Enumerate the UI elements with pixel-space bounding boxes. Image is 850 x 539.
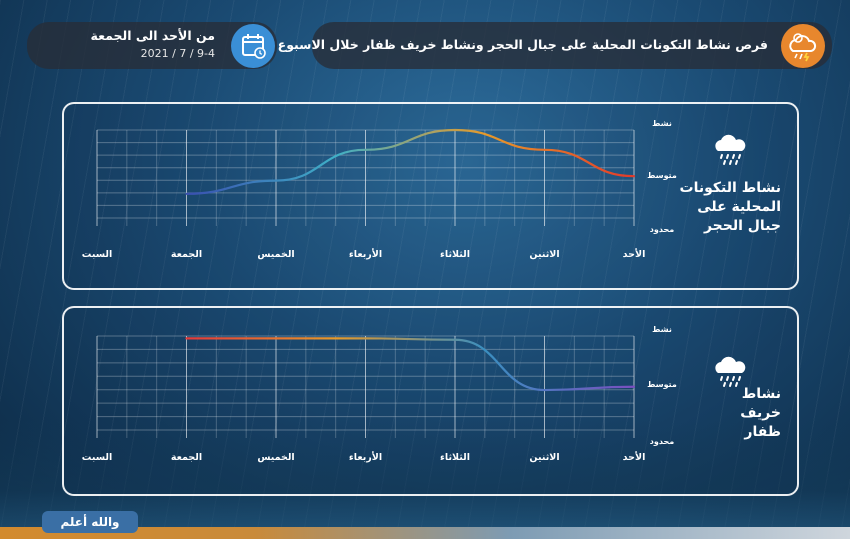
ground-background (0, 419, 850, 539)
title-bar: فرص نشاط التكونات المحلية على جبال الحجر… (233, 22, 832, 69)
x-tick-label: الخميس (257, 452, 294, 463)
x-tick-label: الأربعاء (349, 451, 382, 463)
grid (96, 335, 635, 438)
x-tick-label: السبت (82, 249, 112, 260)
x-tick-label: الجمعة (171, 452, 202, 463)
data-point (633, 175, 635, 177)
date-range-bar: من الأحد الى الجمعة 2021 / 7 / 9-4 (27, 22, 277, 69)
x-tick-label: الثلاثاء (440, 452, 470, 463)
chart-panel-hajar: محدود متوسط نشط السبت الجمعة الخميس الأربعاء ال… (62, 102, 799, 290)
x-tick-label: الأحد (623, 248, 646, 260)
y-level-label: نشط (652, 325, 672, 334)
chart-title-hajar: نشاط التكونات المحلية على جبال الحجر (679, 180, 781, 234)
rain-cloud-icon (715, 134, 746, 165)
data-point (185, 337, 187, 339)
data-point (454, 339, 456, 341)
data-point (364, 149, 366, 151)
y-level-label: متوسط (647, 171, 677, 180)
x-tick-label: الأربعاء (349, 248, 382, 260)
cloud-storm-icon (781, 24, 825, 68)
y-level-label: متوسط (647, 380, 677, 389)
date-label: 2021 / 7 / 9-4 (140, 47, 215, 60)
data-point (275, 337, 277, 339)
data-point (185, 193, 187, 195)
chart-panel-dhofar: محدود متوسط نشط السبت الجمعة الخميس الأربعاء ال… (62, 306, 799, 496)
date-range-label: من الأحد الى الجمعة (90, 28, 216, 43)
hajar-chart: محدود متوسط نشط السبت الجمعة الخميس الأربعاء ال… (82, 119, 677, 260)
footer-bar (0, 527, 850, 539)
x-tick-label: الأحد (623, 451, 646, 463)
x-tick-label: الجمعة (171, 249, 202, 260)
data-point (364, 337, 366, 339)
data-point (543, 389, 545, 391)
x-tick-label: الخميس (257, 249, 294, 260)
footer-label: والله أعلم (42, 511, 138, 533)
grid (96, 129, 635, 226)
dhofar-chart: محدود متوسط نشط السبت الجمعة الخميس الأربعاء ال… (82, 325, 677, 463)
x-tick-label: السبت (82, 452, 112, 463)
data-point (543, 149, 545, 151)
chart-title-dhofar: نشاط خريف ظفار (740, 386, 781, 440)
calendar-icon (231, 24, 275, 68)
x-tick-label: الثلاثاء (440, 249, 470, 260)
y-level-label: محدود (650, 437, 674, 446)
page-title: فرص نشاط التكونات المحلية على جبال الحجر… (233, 37, 768, 52)
data-point (454, 129, 456, 131)
x-tick-label: الاثنين (529, 452, 559, 463)
rain-cloud-icon (715, 356, 746, 387)
data-point (275, 179, 277, 181)
x-tick-label: الاثنين (529, 249, 559, 260)
y-level-label: نشط (652, 119, 672, 128)
data-point (633, 386, 635, 388)
series-line (185, 337, 636, 392)
y-level-label: محدود (650, 225, 674, 234)
series-line (185, 128, 636, 195)
